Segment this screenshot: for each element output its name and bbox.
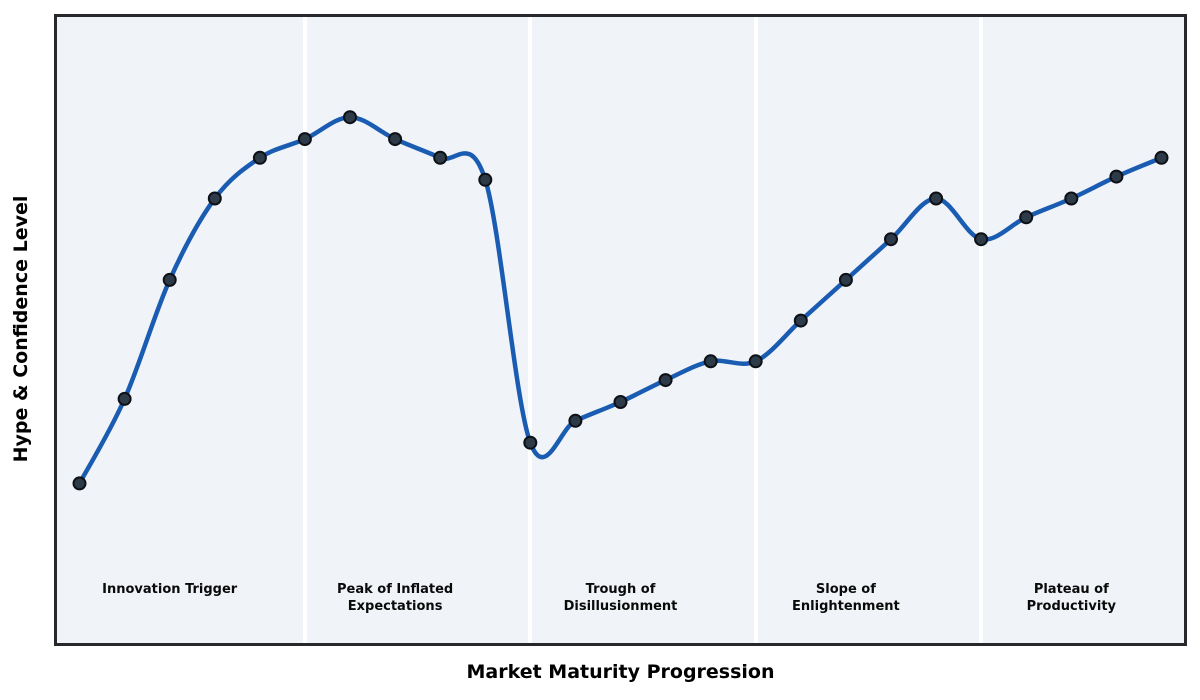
y-axis-title: Hype & Confidence Level (10, 195, 32, 463)
data-point-marker (162, 272, 177, 287)
phase-separator-line (528, 17, 533, 643)
data-point-marker (72, 476, 87, 491)
data-point-marker (1064, 191, 1079, 206)
phase-label-2: Trough of Disillusionment (563, 582, 678, 614)
data-point-marker (1109, 169, 1124, 184)
data-point-marker (252, 150, 267, 165)
data-point-marker (207, 191, 222, 206)
data-point-marker (974, 232, 989, 247)
data-point-marker (117, 391, 132, 406)
data-point-marker (658, 373, 673, 388)
data-point-marker (297, 132, 312, 147)
hype-curve-svg (72, 110, 1169, 491)
data-point-marker (884, 232, 898, 247)
phase-label-3: Slope of Enlightenment (792, 582, 900, 614)
data-point-marker (343, 110, 357, 125)
data-point-marker (523, 435, 538, 450)
data-point-marker (613, 395, 628, 409)
data-point-marker (478, 172, 493, 187)
phase-separator-line (753, 17, 758, 643)
data-point-marker (929, 191, 944, 206)
plot-area: Innovation Trigger Peak of Inflated Expec… (54, 14, 1187, 646)
hype-curve-line (77, 114, 1164, 486)
data-point-marker (1019, 210, 1034, 225)
data-point-marker (748, 354, 763, 369)
data-point-marker (793, 313, 808, 328)
phase-separator-line (979, 17, 984, 643)
data-point-marker (433, 150, 448, 165)
phase-label-0: Innovation Trigger (102, 582, 238, 597)
data-point-marker (838, 272, 853, 287)
phase-separator-line (302, 17, 307, 643)
data-point-marker (703, 354, 718, 369)
x-axis-title: Market Maturity Progression (466, 661, 775, 683)
data-point-marker (568, 413, 583, 428)
phase-label-1: Peak of Inflated Expectations (336, 582, 454, 614)
data-point-marker (1154, 150, 1169, 165)
phase-label-4: Plateau of Productivity (1026, 582, 1117, 614)
data-point-marker (388, 132, 403, 147)
